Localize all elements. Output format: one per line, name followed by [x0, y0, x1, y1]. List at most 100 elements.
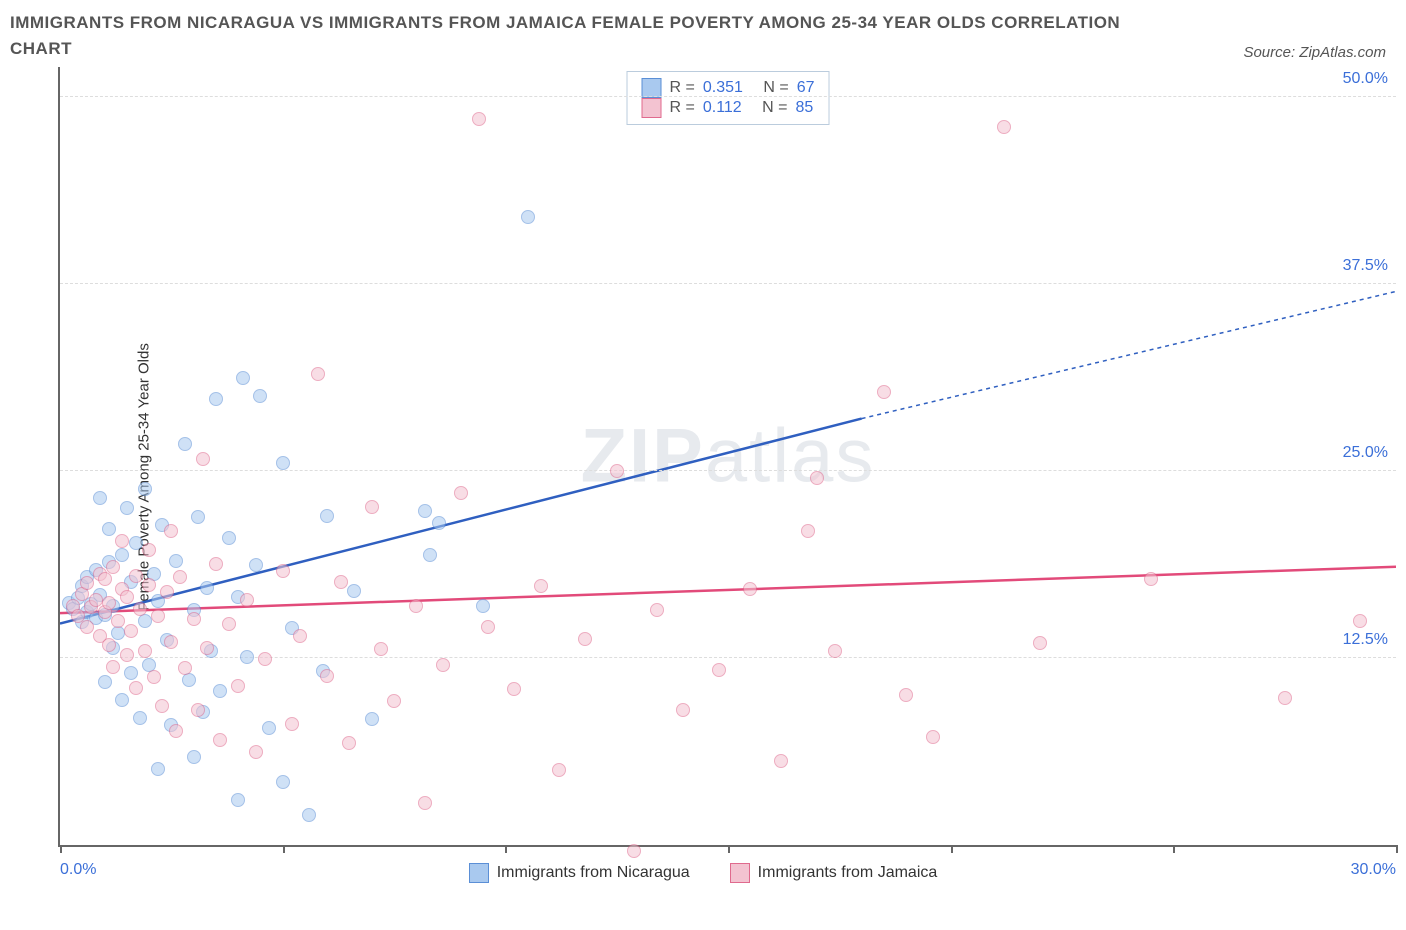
data-point-series-1 [222, 617, 236, 631]
legend-label: Immigrants from Nicaragua [497, 864, 690, 882]
data-point-series-0 [302, 808, 316, 822]
legend-label: Immigrants from Jamaica [758, 864, 938, 882]
y-tick-label: 25.0% [1343, 444, 1388, 462]
data-point-series-1 [877, 385, 891, 399]
data-point-series-0 [231, 793, 245, 807]
data-point-series-1 [124, 624, 138, 638]
data-point-series-0 [111, 626, 125, 640]
data-point-series-0 [98, 675, 112, 689]
data-point-series-0 [249, 558, 263, 572]
data-point-series-1 [196, 452, 210, 466]
data-point-series-0 [138, 482, 152, 496]
data-point-series-0 [182, 673, 196, 687]
data-point-series-1 [534, 579, 548, 593]
data-point-series-1 [481, 620, 495, 634]
watermark-light: atlas [705, 414, 876, 499]
data-point-series-0 [418, 504, 432, 518]
legend-item-0: Immigrants from Nicaragua [469, 863, 690, 883]
data-point-series-0 [129, 536, 143, 550]
data-point-series-1 [155, 699, 169, 713]
data-point-series-1 [213, 733, 227, 747]
data-point-series-1 [311, 367, 325, 381]
data-point-series-1 [169, 724, 183, 738]
data-point-series-1 [1144, 572, 1158, 586]
legend-bottom: Immigrants from Nicaragua Immigrants fro… [10, 863, 1396, 883]
data-point-series-0 [133, 711, 147, 725]
gridline [60, 96, 1396, 97]
data-point-series-1 [129, 681, 143, 695]
data-point-series-0 [276, 456, 290, 470]
data-point-series-1 [454, 486, 468, 500]
chart-title: IMMIGRANTS FROM NICARAGUA VS IMMIGRANTS … [10, 10, 1130, 61]
data-point-series-1 [120, 648, 134, 662]
legend-item-1: Immigrants from Jamaica [730, 863, 938, 883]
data-point-series-0 [262, 721, 276, 735]
data-point-series-1 [231, 679, 245, 693]
data-point-series-1 [173, 570, 187, 584]
data-point-series-1 [1353, 614, 1367, 628]
data-point-series-0 [365, 712, 379, 726]
data-point-series-1 [828, 644, 842, 658]
stat-value: 67 [797, 79, 815, 97]
trend-lines [60, 67, 1396, 845]
data-point-series-1 [926, 730, 940, 744]
stat-label: R = [670, 79, 695, 97]
x-tick-mark [1396, 845, 1398, 853]
data-point-series-0 [187, 750, 201, 764]
data-point-series-1 [240, 593, 254, 607]
data-point-series-0 [191, 510, 205, 524]
data-point-series-1 [650, 603, 664, 617]
data-point-series-1 [374, 642, 388, 656]
data-point-series-1 [142, 543, 156, 557]
x-tick-mark [951, 845, 953, 853]
data-point-series-0 [222, 531, 236, 545]
data-point-series-1 [276, 564, 290, 578]
gridline [60, 283, 1396, 284]
stat-value: 85 [796, 99, 814, 117]
watermark: ZIPatlas [581, 413, 876, 500]
data-point-series-1 [133, 602, 147, 616]
data-point-series-1 [98, 572, 112, 586]
data-point-series-1 [129, 569, 143, 583]
data-point-series-1 [147, 670, 161, 684]
data-point-series-1 [285, 717, 299, 731]
data-point-series-1 [80, 620, 94, 634]
data-point-series-1 [160, 585, 174, 599]
data-point-series-0 [240, 650, 254, 664]
data-point-series-1 [774, 754, 788, 768]
data-point-series-0 [209, 392, 223, 406]
data-point-series-0 [320, 509, 334, 523]
data-point-series-0 [213, 684, 227, 698]
legend-stats: R = 0.351 N = 67 R = 0.112 N = 85 [627, 71, 830, 125]
data-point-series-0 [115, 693, 129, 707]
data-point-series-0 [102, 522, 116, 536]
gridline [60, 470, 1396, 471]
data-point-series-1 [418, 796, 432, 810]
data-point-series-0 [423, 548, 437, 562]
data-point-series-0 [236, 371, 250, 385]
data-point-series-1 [743, 582, 757, 596]
data-point-series-1 [810, 471, 824, 485]
data-point-series-0 [253, 389, 267, 403]
data-point-series-0 [178, 437, 192, 451]
data-point-series-1 [293, 629, 307, 643]
stat-value: 0.112 [703, 99, 742, 117]
data-point-series-0 [169, 554, 183, 568]
plot-area: ZIPatlas R = 0.351 N = 67 R = 0.112 N = [58, 67, 1396, 847]
data-point-series-1 [507, 682, 521, 696]
data-point-series-0 [521, 210, 535, 224]
data-point-series-0 [138, 614, 152, 628]
data-point-series-0 [476, 599, 490, 613]
data-point-series-0 [432, 516, 446, 530]
data-point-series-1 [106, 660, 120, 674]
data-point-series-1 [387, 694, 401, 708]
data-point-series-1 [342, 736, 356, 750]
data-point-series-1 [80, 576, 94, 590]
data-point-series-0 [276, 775, 290, 789]
data-point-series-1 [712, 663, 726, 677]
data-point-series-1 [178, 661, 192, 675]
data-point-series-1 [164, 635, 178, 649]
data-point-series-0 [200, 581, 214, 595]
data-point-series-1 [365, 500, 379, 514]
data-point-series-1 [191, 703, 205, 717]
